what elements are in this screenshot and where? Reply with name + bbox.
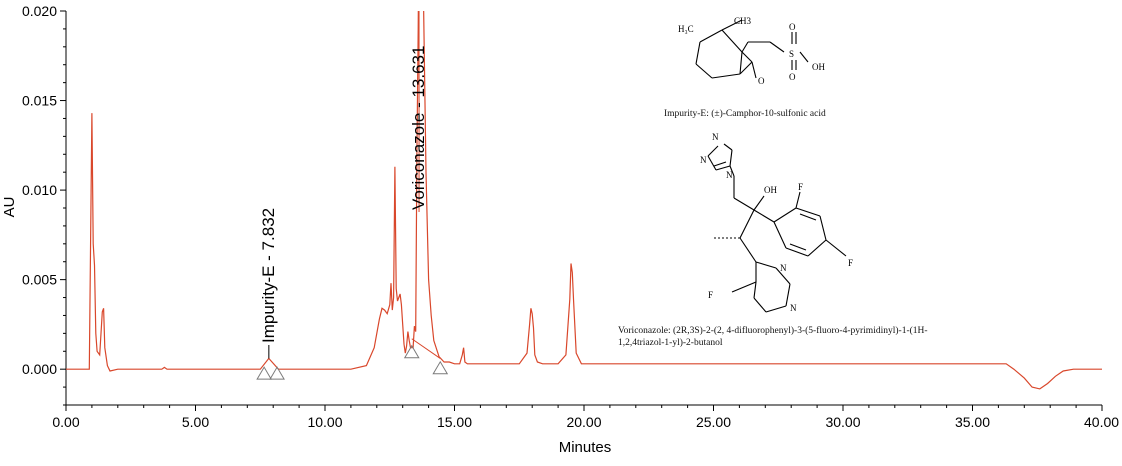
peak-annotation-label: Impurity-E - 7.832 <box>259 208 278 343</box>
y-axis-label: AU <box>1 197 18 218</box>
voriconazole-structure <box>707 143 847 313</box>
integration-marker-triangle <box>269 366 285 380</box>
impurity-e-structure <box>695 19 809 79</box>
oxygen-label-2: O <box>789 72 796 82</box>
h3c-label: H₃C <box>678 24 694 34</box>
plot-area: Impurity-E - 7.832 Voriconazole - 13.631 <box>66 11 1102 390</box>
voriconazole-caption-line1: Voriconazole: (2R,3S)-2-(2, 4-difluoroph… <box>618 325 928 336</box>
triazole-n-label-3: N <box>726 170 733 180</box>
sulfur-label: S <box>789 49 794 59</box>
integration-marker-triangle <box>432 360 449 375</box>
oxygen-label-3: O <box>758 76 765 86</box>
x-tick-label: 40.00 <box>1084 414 1119 430</box>
integration-markers <box>256 338 449 380</box>
triazole-n-label-1: N <box>712 132 719 142</box>
chromatogram-trace <box>66 11 1102 390</box>
y-tick-label: 0.010 <box>22 182 57 198</box>
voriconazole-caption-line2: 1,2,4triazol-1-yl)-2-butanol <box>618 337 723 348</box>
x-axis-label: Minutes <box>559 439 612 456</box>
x-tick-label: 15.00 <box>437 414 472 430</box>
peak-annotation-label: Voriconazole - 13.631 <box>409 46 428 210</box>
y-tick-label: 0.020 <box>22 3 57 19</box>
axis-ticks: 0.00 5.00 10.00 15.00 20.00 25.00 30.00 35.00 40… <box>22 3 1119 430</box>
pyrimidine-n-label-2: N <box>790 303 797 313</box>
x-tick-label: 20.00 <box>566 414 601 430</box>
impurity-e-caption: Impurity-E: (±)-Camphor-10-sulfonic acid <box>664 108 826 119</box>
integration-marker-triangle <box>403 344 420 359</box>
fluorine-label-3: F <box>708 290 713 300</box>
y-tick-label: 0.005 <box>22 272 57 288</box>
fluorine-label-2: F <box>848 258 853 268</box>
oh-label-1: OH <box>812 62 825 72</box>
y-tick-label: 0.000 <box>22 361 57 377</box>
y-tick-label: 0.015 <box>22 93 57 109</box>
fluorine-label-1: F <box>798 182 803 192</box>
oxygen-label-1: O <box>789 22 796 32</box>
integration-marker-triangle <box>256 366 273 380</box>
oh-label-2: OH <box>764 185 777 195</box>
x-tick-label: 5.00 <box>182 414 209 430</box>
peak-annotations: Impurity-E - 7.832 Voriconazole - 13.631 <box>259 11 428 359</box>
chart-axes <box>65 11 1102 406</box>
x-tick-label: 10.00 <box>307 414 342 430</box>
x-tick-label: 30.00 <box>825 414 860 430</box>
x-tick-label: 25.00 <box>696 414 731 430</box>
ch3-label: CH3 <box>734 16 752 26</box>
x-tick-label: 0.00 <box>52 414 79 430</box>
integration-baseline <box>411 338 441 359</box>
triazole-n-label-2: N <box>700 155 707 165</box>
x-tick-label: 35.00 <box>955 414 990 430</box>
pyrimidine-n-label-1: N <box>780 263 787 273</box>
